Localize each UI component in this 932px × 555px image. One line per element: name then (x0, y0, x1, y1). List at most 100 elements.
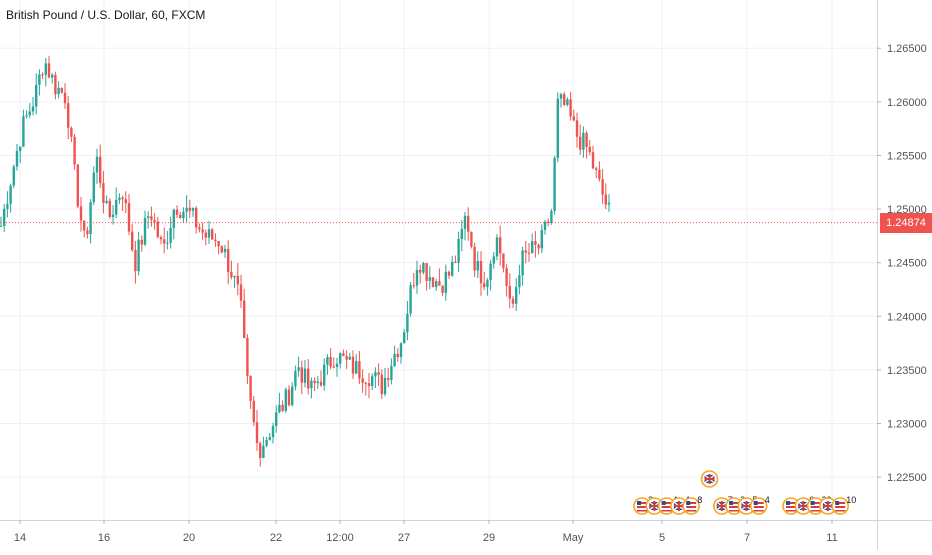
candle (297, 356, 300, 377)
candle-body (262, 445, 265, 458)
candle-body (38, 74, 41, 85)
candle (415, 260, 419, 294)
candle (534, 231, 537, 258)
candle (163, 227, 166, 254)
candle-body (399, 343, 403, 358)
candle-body (169, 227, 172, 243)
events-row[interactable]: 2448725462910 (633, 470, 856, 515)
candle-body (67, 103, 70, 128)
candle (377, 363, 380, 387)
candle-body (483, 283, 486, 288)
candle (143, 210, 147, 247)
candle-body (124, 199, 127, 204)
candle-body (390, 365, 393, 380)
us-flag-icon[interactable]: 8 (682, 495, 702, 515)
candle-body (291, 386, 294, 406)
candle-body (431, 277, 435, 288)
candle (67, 96, 70, 140)
candle (284, 387, 287, 413)
candle-body (467, 215, 470, 232)
candle-body (54, 74, 57, 95)
uk-flag-icon[interactable]: 6 (794, 495, 814, 515)
candle-body (559, 94, 563, 99)
uk-flag-icon[interactable] (700, 470, 719, 488)
candle-body (22, 116, 25, 147)
candle-body (358, 361, 361, 379)
candle (358, 351, 361, 384)
candle (575, 112, 579, 148)
candle-body (243, 300, 246, 338)
price-axis[interactable]: 1.265001.260001.255001.250001.245001.240… (877, 43, 927, 484)
us-flag-icon[interactable]: 4 (749, 495, 770, 515)
candle-body (479, 260, 483, 284)
candle-body (351, 356, 355, 374)
candle-body (511, 298, 515, 304)
candle (220, 245, 223, 254)
candle-body (35, 84, 38, 107)
x-tick-label: 7 (744, 532, 750, 544)
candle (278, 392, 281, 414)
candle-body (70, 127, 73, 137)
candle-body (163, 239, 166, 244)
candle (470, 231, 473, 249)
candle-body (595, 168, 598, 170)
candle (572, 109, 575, 122)
candle (38, 69, 41, 96)
uk-flag-icon[interactable] (819, 497, 837, 515)
candle (179, 211, 182, 219)
candle-body (86, 230, 89, 235)
time-axis[interactable]: 14 16 20 22 12:00 27 29 May 5 7 11 (14, 520, 838, 544)
candle-body (76, 164, 79, 207)
candle-body (457, 238, 460, 263)
candle (588, 140, 591, 156)
us-flag-icon[interactable] (782, 497, 800, 515)
candle (223, 244, 227, 258)
candle (236, 263, 239, 296)
candle (25, 110, 28, 119)
y-tick-label: 1.24000 (887, 311, 927, 323)
candle (495, 234, 499, 261)
candle-body (326, 357, 329, 365)
candle-body (233, 275, 236, 278)
candle-body (403, 332, 406, 344)
candle (566, 97, 569, 107)
candle-body (223, 248, 227, 253)
candle-body (118, 197, 121, 200)
candle (582, 126, 585, 158)
candle-body (425, 263, 428, 281)
candle (281, 400, 284, 412)
candle (243, 288, 246, 339)
candle (361, 369, 364, 393)
candle-body (355, 361, 358, 374)
candle-body (156, 221, 159, 238)
candle (127, 194, 131, 236)
candle-body (185, 207, 188, 212)
candle-body (422, 263, 425, 273)
candle-body (319, 381, 323, 386)
us-flag-icon[interactable]: 10 (831, 495, 856, 515)
candle (527, 243, 531, 262)
candle (239, 274, 243, 308)
candle-body (396, 353, 399, 358)
candle-body (601, 179, 604, 195)
candle (591, 145, 595, 170)
candle (268, 432, 271, 441)
candle (3, 204, 6, 232)
candle (374, 367, 377, 389)
y-tick-label: 1.22500 (887, 472, 927, 484)
candle (419, 264, 422, 284)
candle (431, 277, 435, 288)
candle-body (230, 271, 233, 278)
candle (259, 441, 262, 467)
candle (28, 103, 31, 119)
candle-body (585, 132, 588, 147)
candle (92, 166, 95, 206)
uk-flag-icon[interactable] (645, 497, 664, 515)
candle (99, 144, 102, 189)
candle (156, 216, 159, 239)
candle (486, 277, 489, 296)
candle-body (406, 313, 409, 333)
